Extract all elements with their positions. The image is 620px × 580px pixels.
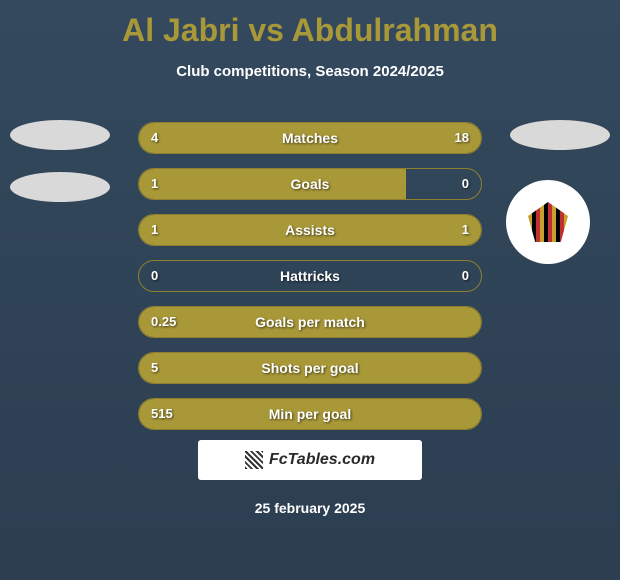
date-label: 25 february 2025 xyxy=(0,500,620,516)
stat-row: 5Shots per goal xyxy=(138,352,482,384)
left-player-badges xyxy=(10,120,110,224)
brand-logo[interactable]: FcTables.com xyxy=(198,440,422,480)
club-crest xyxy=(506,180,590,264)
player-badge-placeholder xyxy=(10,120,110,150)
stat-label: Shots per goal xyxy=(139,353,481,383)
stat-row: 10Goals xyxy=(138,168,482,200)
stats-container: 418Matches 10Goals 11Assists 00Hattricks 0.2… xyxy=(138,122,482,444)
subtitle: Club competitions, Season 2024/2025 xyxy=(0,63,620,80)
right-player-badges xyxy=(510,120,610,150)
stat-row: 11Assists xyxy=(138,214,482,246)
stat-label: Matches xyxy=(139,123,481,153)
stat-label: Goals per match xyxy=(139,307,481,337)
stat-label: Hattricks xyxy=(139,261,481,291)
club-badge-placeholder xyxy=(10,172,110,202)
chart-icon xyxy=(245,451,263,469)
club-crest-icon xyxy=(528,202,568,242)
stat-label: Assists xyxy=(139,215,481,245)
player-badge-placeholder xyxy=(510,120,610,150)
stat-row: 0.25Goals per match xyxy=(138,306,482,338)
stat-row: 515Min per goal xyxy=(138,398,482,430)
stat-row: 418Matches xyxy=(138,122,482,154)
stat-label: Min per goal xyxy=(139,399,481,429)
brand-label: FcTables.com xyxy=(269,451,375,469)
page-title: Al Jabri vs Abdulrahman xyxy=(0,0,620,49)
stat-label: Goals xyxy=(139,169,481,199)
stat-row: 00Hattricks xyxy=(138,260,482,292)
